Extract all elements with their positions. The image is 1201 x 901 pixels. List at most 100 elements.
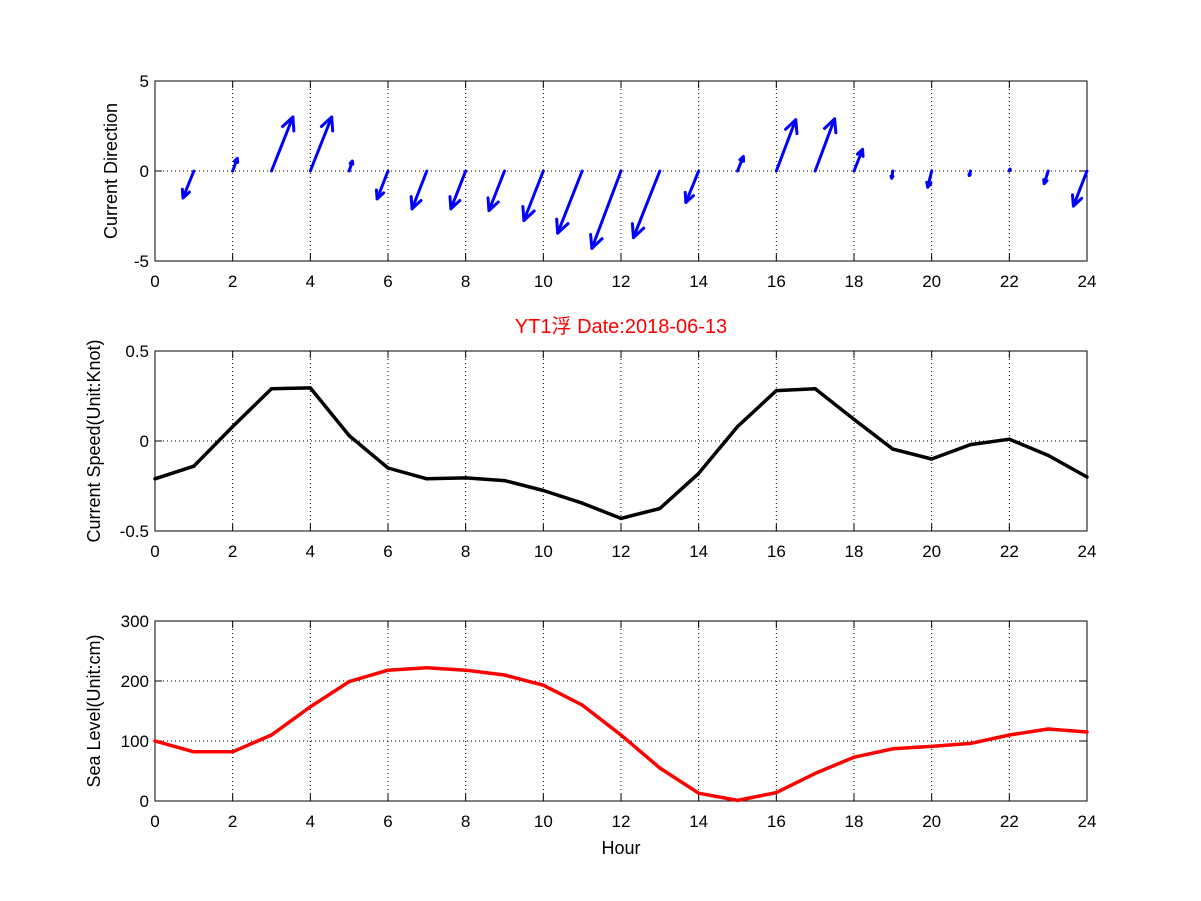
data-point xyxy=(502,673,507,677)
vector-arrow-head xyxy=(822,117,838,135)
data-point xyxy=(813,771,817,776)
data-point xyxy=(735,798,740,803)
vector-arrow-head xyxy=(319,115,335,133)
vector-arrow-shaft xyxy=(449,169,468,211)
data-point xyxy=(192,750,196,754)
vector-arrow-head xyxy=(521,205,536,222)
vector-arrow-shaft xyxy=(556,169,584,235)
data-point xyxy=(1085,475,1089,479)
vector-arrow-head xyxy=(784,118,799,136)
chart-title: YT1浮 Date:2018-06-13 xyxy=(515,315,727,338)
data-point xyxy=(619,516,623,521)
vector-arrow-head xyxy=(180,187,191,200)
data-point xyxy=(541,683,546,687)
data-point xyxy=(541,488,546,493)
data-point xyxy=(230,424,235,429)
data-point xyxy=(230,750,235,754)
vector-arrow-shaft xyxy=(270,115,295,173)
vector-arrow-shaft xyxy=(522,169,545,222)
x-tick-label: 2 xyxy=(228,272,237,291)
x-tick-label: 8 xyxy=(461,812,470,831)
x-tick-label: 22 xyxy=(1000,812,1019,831)
x-tick-label: 16 xyxy=(767,812,786,831)
vector-arrow-shaft xyxy=(181,169,196,200)
y-axis-label: Current Direction xyxy=(101,103,121,239)
x-tick-label: 2 xyxy=(228,542,237,561)
x-axis-label: Hour xyxy=(601,838,640,858)
vector-arrow-head xyxy=(925,180,933,189)
data-point xyxy=(968,741,973,746)
x-tick-label: 20 xyxy=(922,812,941,831)
vector-arrow-shaft xyxy=(631,169,662,240)
data-point xyxy=(1007,733,1012,737)
vector-arrow-shaft xyxy=(1071,169,1089,208)
vector-arrow-head xyxy=(1070,193,1084,208)
x-tick-label: 20 xyxy=(922,542,941,561)
data-point xyxy=(580,703,584,707)
data-point xyxy=(269,387,274,391)
vector-arrow-shaft xyxy=(852,147,865,173)
x-tick-label: 14 xyxy=(689,812,708,831)
data-point xyxy=(968,442,973,447)
x-tick-label: 6 xyxy=(383,272,392,291)
x-tick-label: 18 xyxy=(845,272,864,291)
y-axis-label: Current Speed(Unit:Knot) xyxy=(84,339,104,542)
y-tick-label: 0.5 xyxy=(125,342,149,361)
data-point xyxy=(502,478,507,483)
data-point xyxy=(658,766,662,770)
data-point xyxy=(852,755,856,759)
x-tick-label: 24 xyxy=(1078,272,1097,291)
x-tick-label: 4 xyxy=(306,542,315,561)
data-point xyxy=(1085,730,1089,734)
data-point xyxy=(347,679,351,684)
vector-arrow-head xyxy=(232,156,240,164)
x-tick-label: 0 xyxy=(150,272,159,291)
data-point xyxy=(852,417,856,422)
vector-arrow-head xyxy=(555,217,570,235)
y-tick-label: -0.5 xyxy=(120,522,149,541)
data-point xyxy=(463,668,468,672)
vector-arrow-head xyxy=(855,147,865,158)
vector-arrow-shaft xyxy=(487,169,506,213)
data-point xyxy=(269,733,274,737)
data-point xyxy=(929,457,934,461)
x-tick-label: 22 xyxy=(1000,542,1019,561)
data-point xyxy=(386,668,390,672)
data-point xyxy=(813,387,817,391)
data-point xyxy=(696,471,701,476)
data-point xyxy=(891,447,895,451)
data-point xyxy=(1046,453,1050,458)
data-point xyxy=(347,433,351,438)
data-point xyxy=(735,424,740,429)
x-tick-label: 10 xyxy=(534,272,553,291)
y-axis-label: Sea Level(Unit:cm) xyxy=(84,634,104,787)
data-point xyxy=(463,476,468,480)
x-tick-label: 2 xyxy=(228,812,237,831)
x-tick-label: 16 xyxy=(767,272,786,291)
plot-area xyxy=(154,620,1088,802)
y-tick-label: 100 xyxy=(121,732,149,751)
x-tick-label: 18 xyxy=(845,542,864,561)
data-point xyxy=(1007,437,1012,441)
vector-arrow-shaft xyxy=(813,117,837,173)
x-tick-label: 24 xyxy=(1078,812,1097,831)
data-point xyxy=(929,744,934,749)
data-point xyxy=(386,466,390,470)
x-tick-label: 14 xyxy=(689,542,708,561)
vector-arrow-shaft xyxy=(590,169,623,250)
y-tick-label: -5 xyxy=(134,252,149,271)
vector-arrow-head xyxy=(889,174,895,180)
vector-arrow-head xyxy=(348,159,355,166)
x-tick-label: 22 xyxy=(1000,272,1019,291)
x-tick-label: 6 xyxy=(383,812,392,831)
x-tick-label: 12 xyxy=(612,272,631,291)
data-point xyxy=(425,666,429,670)
y-tick-label: 0 xyxy=(140,432,149,451)
x-tick-label: 10 xyxy=(534,812,553,831)
vector-arrow-shaft xyxy=(375,169,390,201)
data-point xyxy=(308,386,313,390)
x-tick-label: 8 xyxy=(461,542,470,561)
x-tick-label: 14 xyxy=(689,272,708,291)
x-tick-label: 24 xyxy=(1078,542,1097,561)
